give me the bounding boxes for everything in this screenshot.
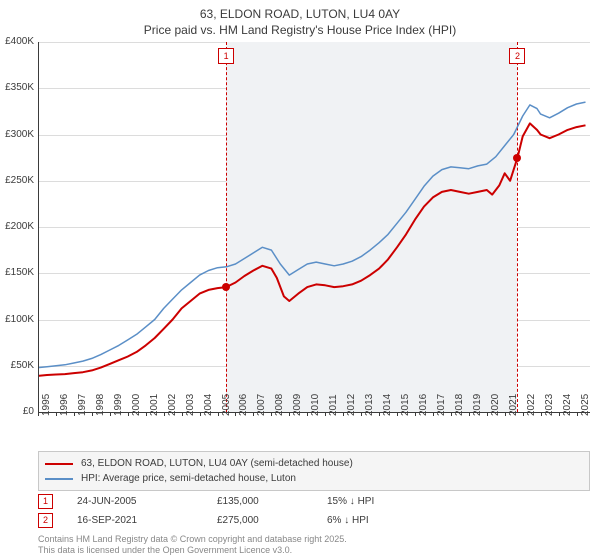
sale-marker-flag: 1 — [218, 48, 234, 64]
chart-area: 12 £0£50K£100K£150K£200K£250K£300K£350K£… — [38, 42, 590, 412]
sale-date-2: 16-SEP-2021 — [53, 515, 217, 526]
legend-swatch — [45, 463, 73, 465]
sale-marker-flag: 2 — [509, 48, 525, 64]
sale-date-1: 24-JUN-2005 — [53, 496, 217, 507]
footer-line-1: Contains HM Land Registry data © Crown c… — [38, 534, 347, 545]
footer-attribution: Contains HM Land Registry data © Crown c… — [38, 534, 347, 557]
series-line — [38, 102, 586, 368]
legend-label: 63, ELDON ROAD, LUTON, LU4 0AY (semi-det… — [81, 458, 353, 469]
legend-row: HPI: Average price, semi-detached house,… — [45, 471, 583, 486]
y-tick-label: £150K — [0, 267, 34, 278]
title-line-2: Price paid vs. HM Land Registry's House … — [0, 22, 600, 38]
legend-label: HPI: Average price, semi-detached house,… — [81, 473, 296, 484]
sale-delta-2: 6% ↓ HPI — [327, 515, 437, 526]
sale-price-2: £275,000 — [217, 515, 327, 526]
legend-row: 63, ELDON ROAD, LUTON, LU4 0AY (semi-det… — [45, 456, 583, 471]
y-tick-label: £350K — [0, 82, 34, 93]
chart-title-block: 63, ELDON ROAD, LUTON, LU4 0AY Price pai… — [0, 0, 600, 40]
line-chart-svg — [38, 42, 590, 412]
sale-marker-box-1: 1 — [38, 494, 53, 509]
sale-marker-point — [513, 154, 521, 162]
sale-delta-1: 15% ↓ HPI — [327, 496, 437, 507]
y-tick-label: £50K — [0, 360, 34, 371]
sale-marker-box-2: 2 — [38, 513, 53, 528]
sale-price-1: £135,000 — [217, 496, 327, 507]
sale-marker-point — [222, 283, 230, 291]
y-tick-label: £250K — [0, 175, 34, 186]
legend-swatch — [45, 478, 73, 480]
y-axis — [38, 42, 39, 412]
sale-row-1: 1 24-JUN-2005 £135,000 15% ↓ HPI — [38, 494, 590, 509]
x-axis — [38, 412, 590, 413]
y-tick-label: £200K — [0, 221, 34, 232]
y-tick-label: £100K — [0, 314, 34, 325]
series-line — [38, 123, 586, 376]
legend: 63, ELDON ROAD, LUTON, LU4 0AY (semi-det… — [38, 451, 590, 491]
y-tick-label: £300K — [0, 129, 34, 140]
sale-row-2: 2 16-SEP-2021 £275,000 6% ↓ HPI — [38, 513, 590, 528]
y-tick-label: £0 — [0, 406, 34, 417]
footer-line-2: This data is licensed under the Open Gov… — [38, 545, 347, 556]
title-line-1: 63, ELDON ROAD, LUTON, LU4 0AY — [0, 6, 600, 22]
y-tick-label: £400K — [0, 36, 34, 47]
